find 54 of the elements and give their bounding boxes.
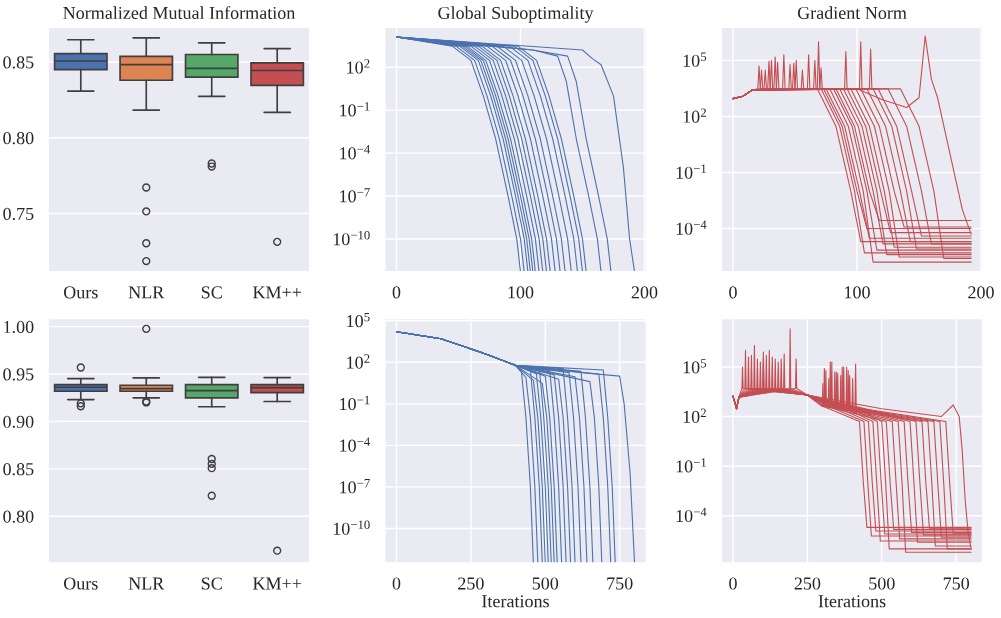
x-axis-title: Iterations	[482, 595, 549, 608]
x-tick-label: 250	[458, 577, 484, 590]
x-tick-label: Ours	[63, 577, 98, 590]
y-tick-label: 0.80	[3, 132, 34, 145]
x-tick-label: 250	[794, 577, 821, 590]
y-tick-label: 10$^{2}$	[347, 354, 370, 369]
y-tick-label: 10$^{−7}$	[340, 188, 370, 203]
x-tick-label: KM++	[252, 286, 302, 299]
x-axis-title: Iterations	[818, 595, 886, 608]
y-tick-label: 10$^{−4}$	[340, 437, 370, 452]
y-tick-label: 10$^{−4}$	[340, 145, 370, 160]
chart-title: Gradient Norm	[797, 6, 907, 20]
y-tick-label: 0.80	[3, 510, 34, 523]
x-tick-label: SC	[201, 286, 222, 299]
y-tick-label: 0.85	[3, 463, 34, 476]
x-tick-label: 100	[508, 286, 534, 299]
y-tick-label: 10$^{2}$	[683, 408, 706, 423]
y-tick-label: 0.85	[3, 56, 34, 69]
y-tick-label: 0.90	[3, 415, 34, 428]
y-tick-label: 10$^{−10}$	[333, 230, 370, 246]
x-tick-label: 200	[968, 286, 994, 299]
x-tick-label: 500	[532, 577, 559, 590]
y-tick-label: 10$^{−7}$	[340, 479, 370, 494]
y-tick-label: 10$^{−1}$	[340, 395, 370, 411]
y-tick-label: 10$^{2}$	[683, 108, 706, 123]
y-tick-label: 0.75	[3, 207, 34, 221]
x-tick-label: 0	[392, 286, 401, 299]
y-tick-label: 10$^{−1}$	[676, 458, 706, 473]
x-tick-label: NLR	[128, 577, 165, 590]
y-tick-label: 10$^{2}$	[347, 59, 370, 74]
y-tick-label: 10$^{5}$	[683, 52, 707, 67]
y-tick-label: 0.95	[3, 368, 34, 381]
y-tick-label: 10$^{−10}$	[333, 520, 370, 535]
x-tick-label: 0	[729, 577, 737, 590]
x-tick-label: 0	[729, 286, 737, 299]
x-tick-label: 750	[943, 577, 970, 590]
x-tick-label: 200	[631, 286, 658, 299]
y-tick-label: 10$^{−4}$	[676, 507, 707, 523]
x-tick-label: KM++	[252, 577, 302, 590]
y-tick-label: 10$^{5}$	[347, 312, 370, 328]
y-tick-label: 10$^{5}$	[683, 359, 707, 374]
x-tick-label: Ours	[63, 286, 98, 299]
x-tick-label: 0	[392, 577, 401, 590]
y-tick-label: 10$^{−1}$	[676, 164, 706, 179]
x-tick-label: 500	[869, 577, 895, 590]
x-tick-label: SC	[201, 577, 222, 590]
y-tick-label: 10$^{−4}$	[676, 220, 707, 235]
x-tick-label: NLR	[128, 286, 165, 299]
x-tick-label: 100	[845, 286, 870, 299]
x-tick-label: 750	[607, 577, 633, 590]
y-tick-label: 1.00	[4, 320, 34, 334]
chart-title: Normalized Mutual Information	[63, 6, 296, 20]
chart-title: Global Suboptimality	[438, 6, 594, 23]
y-tick-label: 10$^{−1}$	[340, 102, 370, 117]
